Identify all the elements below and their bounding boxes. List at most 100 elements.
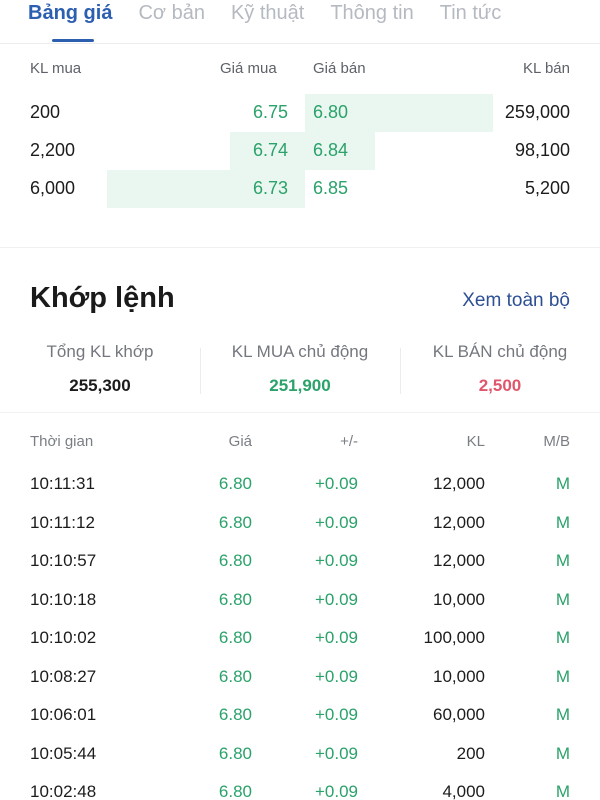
- table-row[interactable]: 10:06:01 6.80 +0.09 60,000 M: [0, 702, 600, 741]
- bid-volume: 200: [30, 102, 61, 122]
- table-row[interactable]: 10:10:18 6.80 +0.09 10,000 M: [0, 587, 600, 626]
- header-time: Thời gian: [30, 433, 94, 450]
- change-cell: +0.09: [314, 512, 358, 532]
- price-cell: 6.80: [218, 551, 252, 570]
- time-cell: 10:02:48: [30, 782, 97, 800]
- side-cell: M: [555, 705, 570, 724]
- time-cell: 10:10:02: [30, 628, 97, 647]
- orderbook-row[interactable]: 200 6.75 6.80 259,000: [0, 94, 600, 132]
- time-cell: 10:06:01: [30, 705, 97, 724]
- side-cell: M: [555, 666, 570, 686]
- match-list-header: Thời gian Giá +/- KL M/B: [0, 413, 600, 471]
- table-row[interactable]: 10:10:02 6.80 +0.09 100,000 M: [0, 625, 600, 664]
- price-cell: 6.80: [218, 474, 252, 493]
- price-cell: 6.80: [218, 782, 252, 800]
- section-title: Khớp lệnh: [30, 282, 175, 314]
- summary-value: 251,900: [269, 376, 331, 395]
- table-row[interactable]: 10:11:12 6.80 +0.09 12,000 M: [0, 510, 600, 549]
- bid-price: 6.75: [252, 102, 288, 122]
- side-cell: M: [555, 743, 570, 763]
- summary-label: KL BÁN chủ động: [432, 342, 568, 361]
- ask-price: 6.85: [313, 178, 349, 198]
- table-row[interactable]: 10:02:48 6.80 +0.09 4,000 M: [0, 779, 600, 800]
- time-cell: 10:11:31: [30, 474, 95, 493]
- summary-label: Tổng KL khớp: [46, 342, 154, 361]
- table-row[interactable]: 10:05:44 6.80 +0.09 200 M: [0, 741, 600, 780]
- change-cell: +0.09: [314, 782, 358, 800]
- side-cell: M: [555, 589, 570, 609]
- change-cell: +0.09: [314, 705, 358, 724]
- time-cell: 10:11:12: [30, 512, 95, 532]
- time-cell: 10:08:27: [30, 666, 97, 686]
- tab-bang-gia[interactable]: Bảng giá: [28, 0, 112, 42]
- side-cell: M: [555, 551, 570, 570]
- orderbook-rows: 200 6.75 6.80 259,000 2,200 6.74 6.84 98…: [0, 94, 600, 226]
- table-row[interactable]: 10:08:27 6.80 +0.09 10,000 M: [0, 664, 600, 703]
- table-row[interactable]: 10:11:31 6.80 +0.09 12,000 M: [0, 471, 600, 510]
- time-cell: 10:05:44: [30, 743, 97, 763]
- volume-cell: 12,000: [433, 551, 485, 570]
- summary-value: 255,300: [69, 376, 131, 395]
- divider: [400, 348, 401, 394]
- price-cell: 6.80: [218, 628, 252, 647]
- header-kl-ban: KL bán: [523, 60, 570, 77]
- price-cell: 6.80: [218, 589, 252, 609]
- tab-co-ban[interactable]: Cơ bản: [138, 2, 205, 24]
- buy-volume-bar: [230, 132, 305, 170]
- header-side: M/B: [543, 433, 570, 450]
- volume-cell: 12,000: [433, 474, 485, 493]
- sell-volume-bar: [305, 94, 493, 132]
- tab-thong-tin[interactable]: Thông tin: [330, 2, 414, 24]
- header-change: +/-: [340, 433, 358, 450]
- bid-volume: 2,200: [30, 140, 76, 160]
- change-cell: +0.09: [314, 474, 358, 493]
- ask-volume: 259,000: [504, 102, 570, 122]
- sell-volume-bar: [305, 132, 375, 170]
- volume-cell: 10,000: [433, 589, 485, 609]
- section-divider: [0, 226, 600, 248]
- price-cell: 6.80: [218, 705, 252, 724]
- side-cell: M: [555, 474, 570, 493]
- bid-price: 6.73: [252, 178, 288, 198]
- match-list: Thời gian Giá +/- KL M/B 10:11:31 6.80 +0.…: [0, 412, 600, 800]
- table-row[interactable]: 10:10:57 6.80 +0.09 12,000 M: [0, 548, 600, 587]
- tab-ky-thuat[interactable]: Kỹ thuật: [230, 2, 305, 24]
- side-cell: M: [555, 628, 570, 647]
- ask-volume: 98,100: [514, 140, 570, 160]
- orderbook-row[interactable]: 2,200 6.74 6.84 98,100: [0, 132, 600, 170]
- summary-total: Tổng KL khớp 255,300: [0, 342, 200, 396]
- orderbook-header: KL mua Giá mua Giá bán KL bán: [0, 44, 600, 94]
- bid-volume: 6,000: [30, 178, 76, 198]
- view-all-link[interactable]: Xem toàn bộ: [462, 290, 570, 311]
- side-cell: M: [555, 782, 570, 800]
- tab-tin-tuc[interactable]: Tin tức: [439, 2, 502, 24]
- time-cell: 10:10:57: [30, 551, 97, 570]
- summary-label: KL MUA chủ động: [231, 342, 369, 361]
- change-cell: +0.09: [314, 743, 358, 763]
- volume-cell: 100,000: [423, 628, 485, 647]
- header-volume: KL: [466, 433, 485, 450]
- buy-volume-bar: [107, 170, 305, 208]
- price-cell: 6.80: [218, 666, 252, 686]
- change-cell: +0.09: [314, 589, 358, 609]
- volume-cell: 12,000: [433, 512, 485, 532]
- header-price: Giá: [228, 433, 252, 450]
- ask-price: 6.80: [313, 102, 349, 122]
- side-cell: M: [555, 512, 570, 532]
- header-gia-mua: Giá mua: [220, 60, 277, 77]
- header-kl-mua: KL mua: [30, 60, 82, 77]
- volume-cell: 200: [456, 743, 485, 763]
- volume-cell: 60,000: [433, 705, 485, 724]
- price-cell: 6.80: [218, 743, 252, 763]
- ask-volume: 5,200: [524, 178, 570, 198]
- summary-buy: KL MUA chủ động 251,900: [200, 342, 400, 396]
- orderbook-row[interactable]: 6,000 6.73 6.85 5,200: [0, 170, 600, 208]
- change-cell: +0.09: [314, 628, 358, 647]
- change-cell: +0.09: [314, 666, 358, 686]
- volume-cell: 10,000: [433, 666, 485, 686]
- price-cell: 6.80: [218, 512, 252, 532]
- summary-sell: KL BÁN chủ động 2,500: [400, 342, 600, 396]
- summary-value: 2,500: [478, 376, 522, 395]
- khop-lenh-header: Khớp lệnh Xem toàn bộ: [0, 248, 600, 326]
- ask-price: 6.84: [313, 140, 349, 160]
